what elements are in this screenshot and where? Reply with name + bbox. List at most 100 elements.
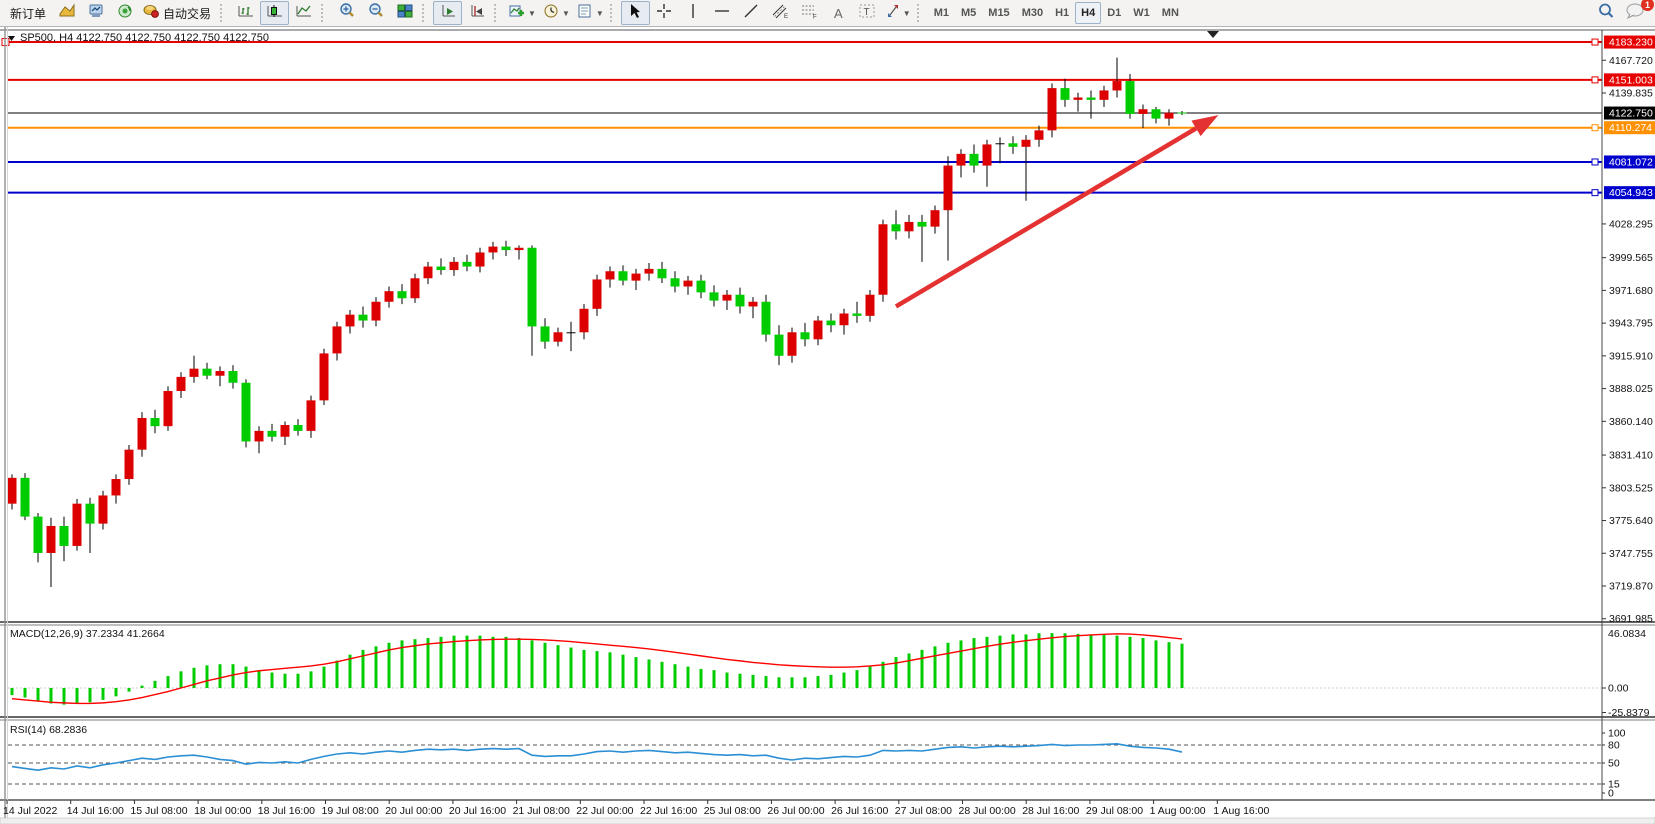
line-anchor-marker[interactable]: [1591, 124, 1599, 132]
timeframe-button-H4[interactable]: H4: [1075, 2, 1102, 24]
line-anchor-marker[interactable]: [1591, 189, 1599, 197]
zoom-out-icon: [367, 2, 385, 24]
candle-body: [514, 247, 524, 251]
time-label: 18 Jul 16:00: [258, 805, 315, 817]
search-button[interactable]: [1591, 1, 1620, 25]
candle-body: [280, 425, 290, 437]
zoom-in-button[interactable]: [332, 1, 361, 25]
toolbar-grip: [220, 4, 226, 22]
price-tick-label: 3860.140: [1609, 416, 1653, 428]
notifications-button[interactable]: 1: [1620, 0, 1654, 25]
notification-count-badge: 1: [1641, 0, 1654, 11]
templates-button[interactable]: ▼: [573, 1, 607, 25]
crosshair-tool-button[interactable]: [650, 1, 679, 25]
chevron-down-icon[interactable]: ▼: [902, 8, 911, 18]
trend-arrow-layer: [894, 115, 1219, 309]
candle-body: [202, 368, 212, 376]
price-badge-4151.003: [1604, 73, 1655, 87]
candle-body: [527, 247, 537, 327]
indicators-button[interactable]: ▼: [505, 1, 539, 25]
tile-windows-icon: [396, 3, 414, 24]
candle-body: [540, 326, 550, 342]
bar-chart-mode-button[interactable]: [231, 1, 260, 25]
text-tool-button[interactable]: A: [824, 1, 853, 25]
new-chart-button[interactable]: [52, 1, 81, 25]
tile-windows-button[interactable]: [390, 1, 419, 25]
auto-scroll-button[interactable]: [433, 1, 463, 25]
price-badge-4081.072: [1604, 155, 1655, 169]
candle-body: [774, 334, 784, 356]
candle-body: [371, 301, 381, 321]
time-axis[interactable]: 14 Jul 2022 14 Jul 16:00 15 Jul 08:00 18 Ju…: [3, 800, 1270, 817]
line-anchor-marker[interactable]: [1591, 76, 1599, 84]
zoom-out-button[interactable]: [361, 1, 390, 25]
chevron-down-icon[interactable]: ▼: [595, 8, 604, 18]
equidistant-channel-tool-button[interactable]: E: [766, 1, 795, 25]
timeframe-button-M5[interactable]: M5: [961, 7, 977, 19]
chevron-down-icon[interactable]: ▼: [561, 8, 570, 18]
price-axis[interactable]: 4167.720 4139.835 4028.295 3999.565 3971.680…: [1602, 35, 1655, 626]
timeframe-button-H1[interactable]: H1: [1055, 7, 1070, 19]
timeframe-button-M15[interactable]: M15: [988, 7, 1010, 19]
candle-body: [267, 430, 277, 437]
chart-shift-button[interactable]: [462, 1, 491, 25]
trend-arrow-line[interactable]: [894, 126, 1198, 309]
profiles-button[interactable]: [81, 1, 110, 25]
candlestick-mode-button[interactable]: [260, 1, 290, 25]
arrows-tool-button[interactable]: ▼: [882, 1, 914, 25]
candle-body: [384, 291, 394, 302]
new-order-button[interactable]: 新订单: [4, 1, 52, 25]
price-badge-label: 4122.750: [1609, 108, 1653, 120]
timeframe-button-MN[interactable]: MN: [1161, 7, 1179, 19]
toolbar-grip: [422, 4, 428, 22]
candle-body: [969, 153, 979, 166]
candle-body: [1073, 97, 1083, 100]
rsi-scale-label: 0: [1608, 788, 1614, 800]
line-anchor-marker[interactable]: [1591, 158, 1599, 166]
templates-icon: [576, 3, 594, 24]
cursor-tool-button[interactable]: [620, 1, 650, 25]
timeframe-button-D1[interactable]: D1: [1107, 7, 1122, 19]
vertical-line-tool-button[interactable]: [679, 1, 708, 25]
price-badge-label: 4183.230: [1609, 37, 1653, 49]
signals-button[interactable]: [110, 1, 139, 25]
candle-body: [462, 261, 472, 267]
trend-arrow-head[interactable]: [1191, 115, 1219, 137]
candle-body: [7, 477, 17, 504]
line-anchor-marker[interactable]: [1591, 38, 1599, 46]
horizontal-line-tool-button[interactable]: [708, 1, 737, 25]
chart-title: SP500, H4 4122.750 4122.750 4122.750 412…: [20, 32, 269, 44]
chart-shift-marker-icon[interactable]: [1207, 31, 1219, 38]
time-label: 28 Jul 00:00: [959, 805, 1016, 817]
autotrading-button[interactable]: 自动交易: [139, 1, 217, 25]
chart-menu-icon[interactable]: [8, 36, 15, 41]
candle-body: [1099, 90, 1109, 100]
line-chart-mode-button[interactable]: [289, 1, 318, 25]
time-label: 20 Jul 00:00: [385, 805, 442, 817]
arrows-icon: [885, 3, 901, 24]
fibonacci-icon: F: [800, 3, 818, 24]
fibonacci-tool-button[interactable]: F: [795, 1, 824, 25]
timeframe-button-W1[interactable]: W1: [1133, 7, 1150, 19]
rsi-scale-label: 50: [1608, 758, 1620, 770]
candle-body: [33, 516, 43, 553]
timeframe-button-M30[interactable]: M30: [1021, 7, 1044, 19]
candle-body: [319, 353, 329, 401]
text-label-tool-button[interactable]: T: [853, 1, 882, 25]
trendline-tool-button[interactable]: [737, 1, 766, 25]
candle-body: [748, 301, 758, 307]
candle-body: [930, 210, 940, 227]
timeframe-group: M1 M5 M15 M30 H1 H4 D1 W1 MN: [928, 2, 1185, 24]
candle-body: [345, 314, 355, 327]
price-tick-label: 3943.795: [1609, 318, 1653, 330]
chevron-down-icon[interactable]: ▼: [528, 8, 536, 18]
chart-background: [0, 27, 1655, 824]
toolbar-grip: [321, 4, 327, 22]
candle-body: [1164, 112, 1174, 119]
timeframe-button-M1[interactable]: M1: [933, 7, 949, 19]
time-label: 26 Jul 16:00: [831, 805, 888, 817]
periods-button[interactable]: ▼: [539, 1, 573, 25]
clock-icon: [542, 3, 560, 24]
search-icon: [1597, 2, 1615, 25]
